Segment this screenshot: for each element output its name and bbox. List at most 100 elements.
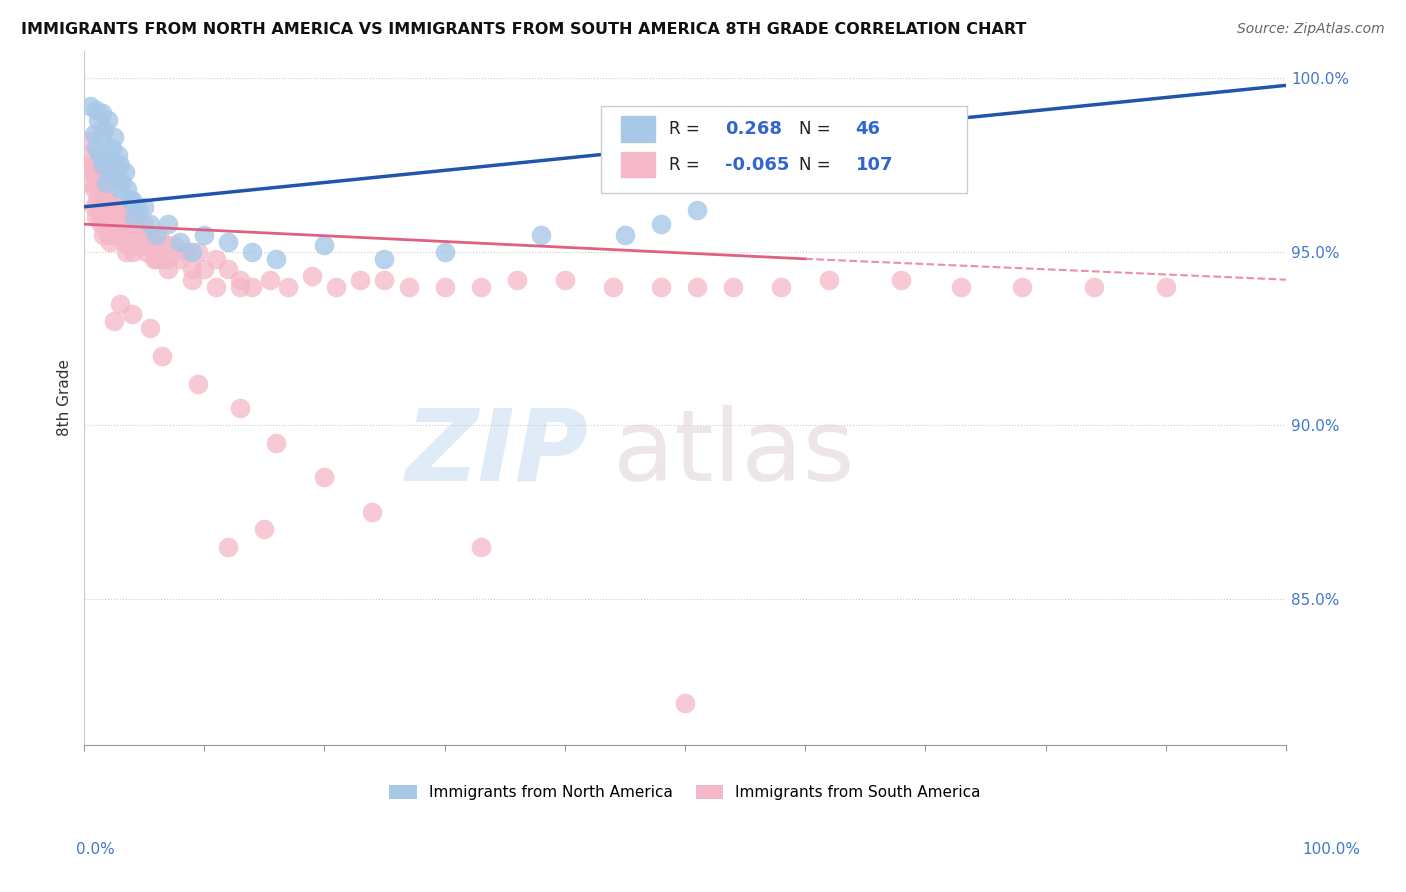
Point (108, 211, 131, 225)
Point (181, 244, 204, 259)
Point (181, 273, 204, 287)
Point (101, 203, 124, 218)
Point (87, 169, 110, 183)
Point (117, 211, 139, 225)
Point (259, 273, 281, 287)
Point (721, 279, 744, 293)
Point (301, 269, 323, 284)
Point (150, 252, 173, 266)
Point (94, 182, 117, 196)
Text: ZIP: ZIP (406, 405, 589, 501)
Point (97, 113, 120, 128)
Point (79, 99, 101, 113)
Point (181, 262, 204, 277)
Point (82, 165, 104, 179)
Text: IMMIGRANTS FROM NORTH AMERICA VS IMMIGRANTS FROM SOUTH AMERICA 8TH GRADE CORRELA: IMMIGRANTS FROM NORTH AMERICA VS IMMIGRA… (21, 22, 1026, 37)
Text: N =: N = (799, 156, 831, 174)
Point (107, 148, 129, 162)
Point (131, 238, 153, 252)
Point (87, 176, 110, 190)
Point (128, 227, 150, 242)
Point (266, 252, 288, 266)
Point (124, 235, 146, 249)
Point (433, 244, 456, 259)
Point (229, 279, 252, 293)
Point (187, 244, 209, 259)
Point (950, 279, 973, 293)
Point (100, 165, 122, 179)
Point (111, 176, 134, 190)
Point (108, 193, 131, 207)
Point (124, 211, 146, 225)
Point (103, 211, 125, 225)
Point (107, 203, 129, 218)
Point (91, 130, 114, 145)
Point (117, 238, 139, 252)
Point (121, 211, 143, 225)
Point (79, 158, 101, 172)
Point (818, 273, 841, 287)
Point (240, 244, 263, 259)
Point (108, 182, 131, 196)
Point (77, 134, 100, 148)
Point (83, 169, 105, 183)
Point (554, 273, 576, 287)
Text: 100.0%: 100.0% (1302, 842, 1361, 856)
Point (101, 158, 124, 172)
Point (103, 130, 125, 145)
Point (112, 235, 135, 249)
Point (470, 540, 492, 554)
Point (217, 235, 239, 249)
Point (217, 262, 239, 277)
Point (114, 165, 136, 179)
Text: Source: ZipAtlas.com: Source: ZipAtlas.com (1237, 22, 1385, 37)
Point (89, 211, 111, 225)
Point (361, 505, 384, 519)
Point (174, 244, 197, 259)
Point (94, 176, 117, 190)
Text: 0.0%: 0.0% (76, 842, 115, 856)
Point (145, 227, 167, 242)
Point (103, 314, 125, 328)
Point (1154, 279, 1177, 293)
Point (108, 297, 131, 311)
Point (650, 217, 672, 231)
Point (770, 279, 793, 293)
Point (117, 182, 139, 196)
Point (470, 279, 492, 293)
Text: 46: 46 (856, 120, 880, 138)
Point (155, 238, 177, 252)
Point (80, 176, 103, 190)
Point (105, 217, 128, 231)
Point (100, 141, 122, 155)
Point (253, 523, 276, 537)
Point (141, 227, 163, 242)
Point (325, 279, 347, 293)
Point (193, 227, 215, 242)
Point (84, 211, 107, 225)
Point (127, 203, 149, 218)
Point (103, 211, 125, 225)
Point (97, 193, 120, 207)
Point (139, 321, 162, 335)
Point (150, 349, 173, 363)
Point (83, 127, 105, 141)
Point (94, 217, 117, 231)
Point (373, 273, 395, 287)
Point (433, 279, 456, 293)
Point (91, 158, 114, 172)
Point (124, 211, 146, 225)
Point (114, 220, 136, 235)
Point (100, 235, 122, 249)
Point (87, 113, 110, 128)
Point (132, 217, 155, 231)
Point (314, 238, 336, 252)
Point (169, 252, 191, 266)
FancyBboxPatch shape (600, 106, 967, 193)
Point (91, 106, 114, 120)
Point (94, 151, 117, 165)
Point (104, 227, 127, 242)
Point (157, 252, 180, 266)
Point (169, 235, 191, 249)
Point (148, 227, 170, 242)
